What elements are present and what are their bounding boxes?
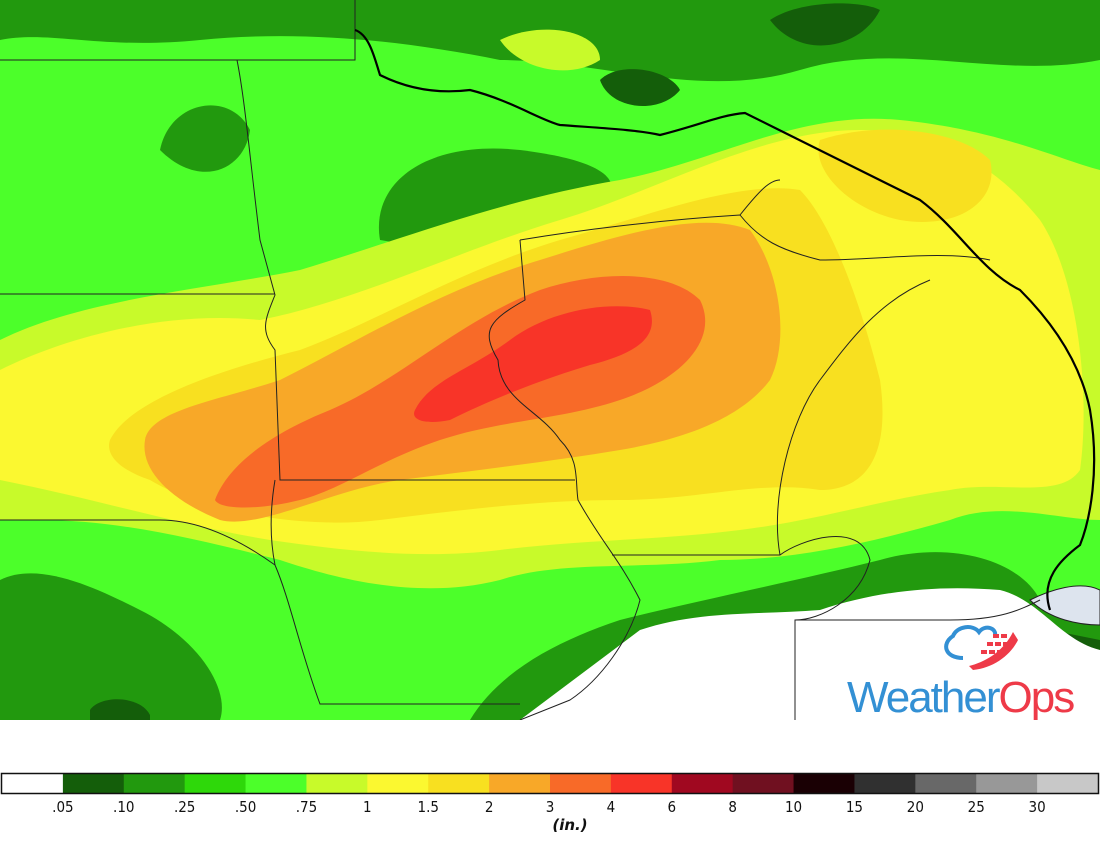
logo-text-weather: WeatherOps [847, 673, 1074, 720]
legend-label: .50 [235, 798, 256, 816]
legend-swatch [550, 774, 612, 793]
legend-swatch [610, 774, 673, 793]
legend-label: .75 [296, 798, 317, 816]
weatherops-logo: WeatherOps [845, 622, 1100, 722]
legend-swatch [123, 774, 186, 793]
legend-label: 1.5 [417, 798, 438, 816]
legend-swatch [367, 774, 429, 793]
legend-label: 20 [907, 798, 924, 816]
legend-label: 10 [785, 798, 802, 816]
state-borders [0, 0, 1041, 720]
legend-swatch [976, 774, 1038, 793]
precipitation-map [0, 0, 1100, 720]
legend-frame [0, 772, 1100, 795]
legend-label: 4 [607, 798, 616, 816]
no-data-areas [520, 588, 1100, 720]
legend-label: 30 [1029, 798, 1046, 816]
legend-label: .25 [174, 798, 195, 816]
legend-swatch [2, 774, 64, 793]
legend-label: 15 [846, 798, 863, 816]
red-areas [414, 306, 652, 422]
legend-swatch [793, 774, 855, 793]
legend-label: 3 [546, 798, 555, 816]
legend-label: .05 [52, 798, 73, 816]
legend-unit: (in.) [552, 816, 587, 834]
canada-us-border [354, 28, 1096, 611]
legend-swatch [1037, 774, 1099, 793]
legend-swatch [184, 774, 247, 793]
legend-label: 2 [485, 798, 494, 816]
legend-label: 25 [968, 798, 985, 816]
legend-swatch [915, 774, 977, 793]
legend-label: 1 [363, 798, 372, 816]
legend-swatch [854, 774, 916, 793]
legend-label: 8 [728, 798, 737, 816]
legend-swatch [306, 774, 368, 793]
legend-swatch [245, 774, 307, 793]
legend-swatch [671, 774, 734, 793]
legend-swatch [732, 774, 795, 793]
precipitation-legend: .05 .10 .25 .50 .75 1 1.5 2 3 4 6 8 10 15 20 25 30 (in.) [0, 772, 1100, 834]
legend-label: .10 [113, 798, 134, 816]
solar-grid-icon [969, 632, 1018, 670]
legend-swatch [62, 774, 125, 793]
legend-swatch [489, 774, 551, 793]
legend-swatch [428, 774, 490, 793]
legend-label: 6 [667, 798, 676, 816]
cloud-icon [944, 625, 998, 660]
